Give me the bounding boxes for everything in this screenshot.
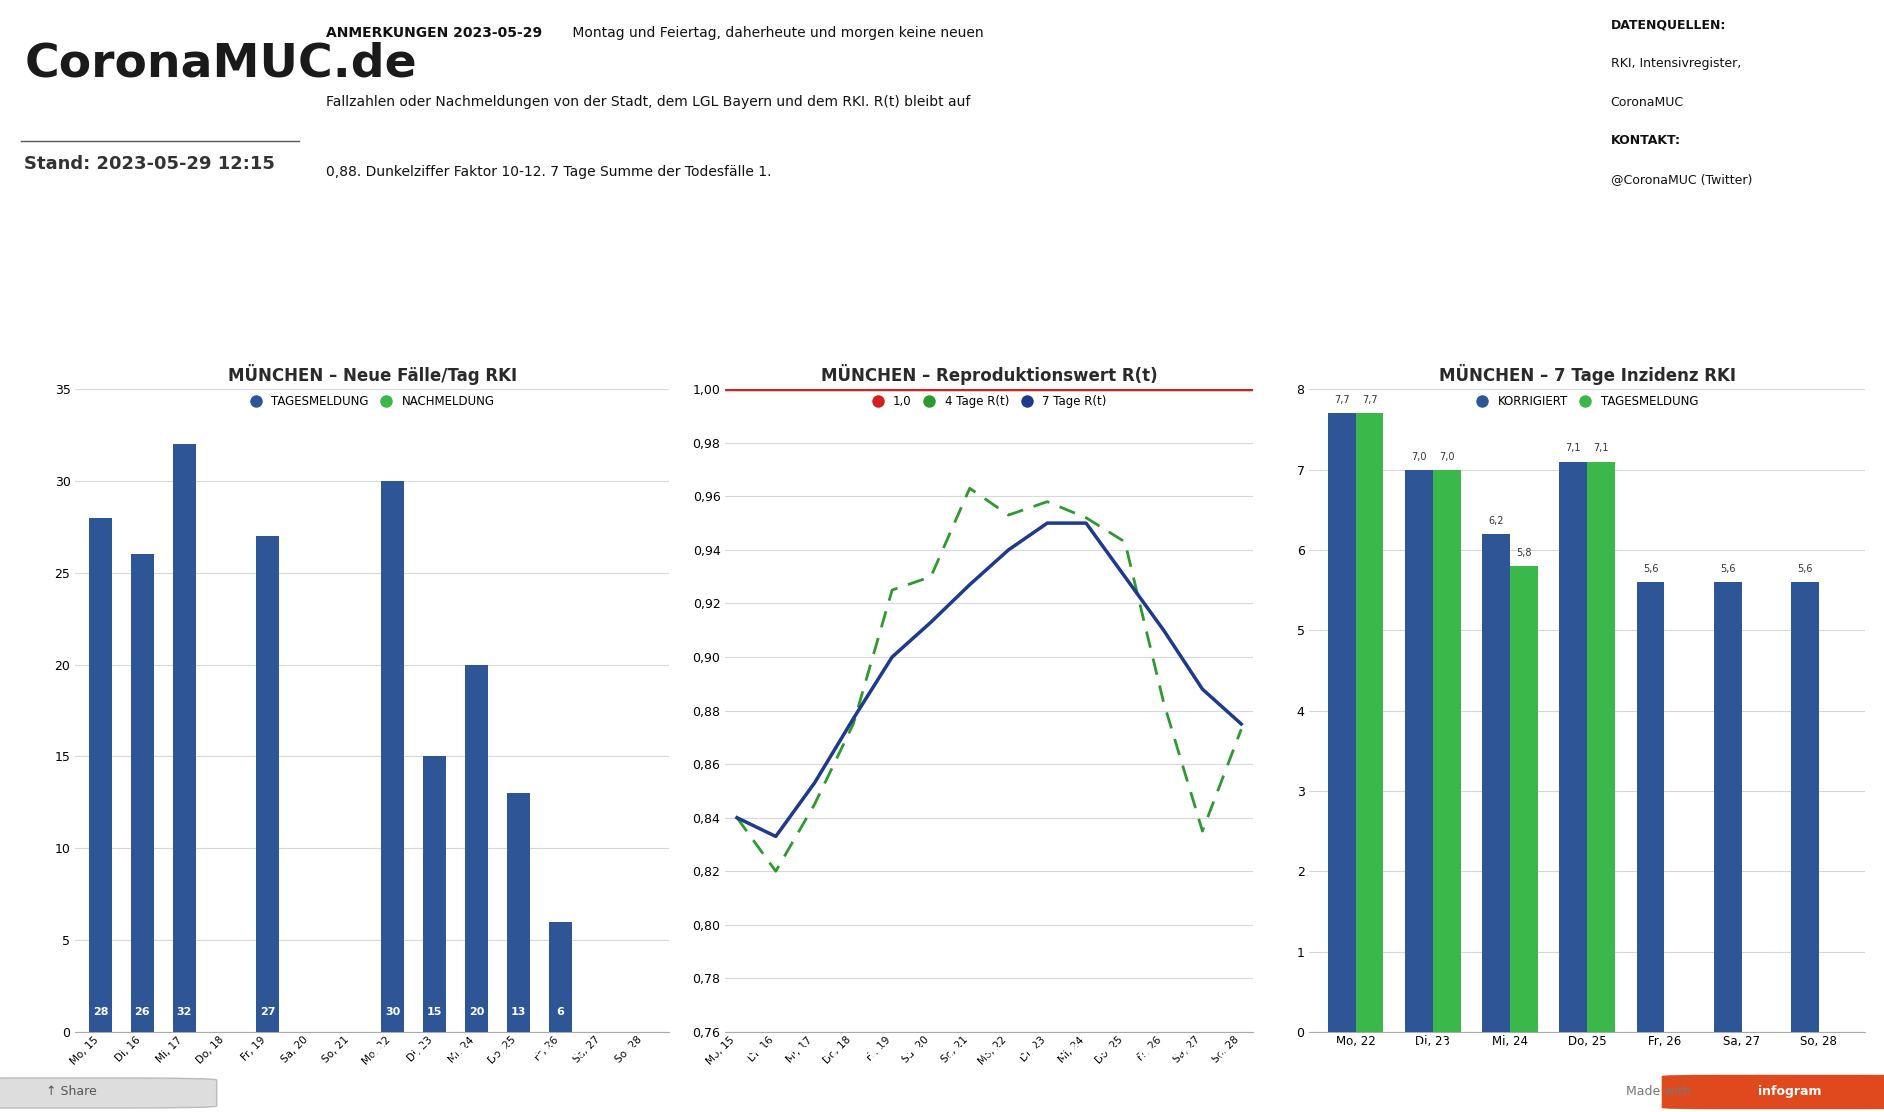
Text: k.A.: k.A. [433, 269, 518, 307]
Text: Di–Sa.*: Di–Sa.* [452, 356, 499, 369]
Text: * RKI Zahlen zu Inzidenz, Fallzahlen, Nachmeldungen und Todesfällen: Dienstag bi: * RKI Zahlen zu Inzidenz, Fallzahlen, Na… [358, 1043, 1526, 1061]
Bar [1356, 414, 1383, 1032]
Text: Täglich: Täglich [1074, 356, 1121, 369]
Text: 13: 13 [511, 1007, 526, 1017]
Text: DUNKELZIFFER FAKTOR: DUNKELZIFFER FAKTOR [1025, 236, 1170, 246]
Text: 5,6: 5,6 [1684, 269, 1754, 307]
Bar [424, 756, 447, 1032]
Title: MÜNCHEN – Reproduktionswert R(t): MÜNCHEN – Reproduktionswert R(t) [821, 364, 1157, 385]
Text: Made with: Made with [1626, 1085, 1690, 1099]
Text: MÜNCHEN    VERÄNDERUNG: MÜNCHEN VERÄNDERUNG [693, 331, 880, 345]
Text: Di–Sa.*: Di–Sa.* [1696, 340, 1743, 354]
Text: INTENSIVBETTENBELEGUNG: INTENSIVBETTENBELEGUNG [699, 236, 874, 246]
Bar [1405, 469, 1434, 1032]
Text: Täglich: Täglich [763, 356, 810, 369]
Text: 7,7: 7,7 [1334, 395, 1349, 405]
Text: 6,2: 6,2 [1488, 516, 1503, 526]
Bar [1434, 469, 1460, 1032]
Text: DATENQUELLEN:: DATENQUELLEN: [1611, 18, 1726, 31]
Bar [1560, 461, 1586, 1032]
Text: Stand: 2023-05-29 12:15: Stand: 2023-05-29 12:15 [24, 155, 275, 173]
Text: ANMERKUNGEN 2023-05-29: ANMERKUNGEN 2023-05-29 [326, 26, 543, 40]
Text: 30: 30 [386, 1007, 401, 1017]
Text: INZIDENZ RKI: INZIDENZ RKI [1677, 236, 1762, 246]
Bar [256, 536, 279, 1032]
Text: TODESFÄLLE: TODESFÄLLE [437, 236, 514, 246]
Text: 26: 26 [134, 1007, 151, 1017]
Bar [1483, 534, 1511, 1032]
Text: 7,1: 7,1 [1566, 444, 1581, 454]
Text: CoronaMUC.de: CoronaMUC.de [24, 41, 416, 86]
Text: KONTAKT:: KONTAKT: [1611, 135, 1681, 148]
Text: +/-0: +/-0 [814, 272, 891, 305]
FancyBboxPatch shape [1662, 1075, 1884, 1109]
Text: @CoronaMUC (Twitter): @CoronaMUC (Twitter) [1611, 173, 1752, 186]
Text: 7,0: 7,0 [1439, 451, 1454, 461]
Text: 6: 6 [556, 1007, 563, 1017]
Bar [1714, 582, 1741, 1032]
Text: Gesamt: 721.419: Gesamt: 721.419 [107, 331, 222, 345]
Text: 5,8: 5,8 [1517, 548, 1532, 558]
Text: infogram: infogram [1758, 1085, 1822, 1099]
Text: 5,6: 5,6 [1797, 564, 1812, 574]
Text: k.A.: k.A. [122, 269, 207, 307]
Title: MÜNCHEN – 7 Tage Inzidenz RKI: MÜNCHEN – 7 Tage Inzidenz RKI [1439, 364, 1735, 385]
Text: 5,6: 5,6 [1643, 564, 1658, 574]
Text: 10–12: 10–12 [1034, 269, 1161, 307]
Text: 32: 32 [177, 1007, 192, 1017]
FancyBboxPatch shape [0, 1078, 217, 1108]
Legend: 1,0, 4 Tage R(t), 7 Tage R(t): 1,0, 4 Tage R(t), 7 Tage R(t) [872, 395, 1106, 408]
Text: 28: 28 [92, 1007, 107, 1017]
Bar [1586, 461, 1615, 1032]
Title: MÜNCHEN – Neue Fälle/Tag RKI: MÜNCHEN – Neue Fälle/Tag RKI [228, 364, 516, 385]
Text: 7,1: 7,1 [1594, 444, 1609, 454]
Text: CoronaMUC: CoronaMUC [1611, 96, 1684, 109]
Bar [1637, 582, 1664, 1032]
Legend: KORRIGIERT, TAGESMELDUNG: KORRIGIERT, TAGESMELDUNG [1477, 395, 1697, 408]
Bar [507, 793, 529, 1032]
Bar [1328, 414, 1356, 1032]
Text: Di–Sa.*: Di–Sa.* [141, 356, 188, 369]
Text: REPRODUKTIONSWERT: REPRODUKTIONSWERT [1338, 236, 1479, 246]
Text: Täglich: Täglich [1385, 356, 1432, 369]
Bar [89, 518, 111, 1032]
Text: 0,88. Dunkelziffer Faktor 10-12. 7 Tage Summe der Todesfälle 1.: 0,88. Dunkelziffer Faktor 10-12. 7 Tage … [326, 165, 772, 179]
Bar [1511, 566, 1537, 1032]
Text: Quelle: CoronaMUC: Quelle: CoronaMUC [1343, 331, 1473, 345]
Text: BESTÄTIGTE FÄLLE: BESTÄTIGTE FÄLLE [107, 236, 222, 246]
Text: 5,6: 5,6 [1720, 564, 1735, 574]
Bar [173, 445, 196, 1032]
Bar [1792, 582, 1818, 1032]
Text: 9: 9 [714, 272, 737, 305]
Text: 20: 20 [469, 1007, 484, 1017]
Text: Gesamt: 2.640: Gesamt: 2.640 [428, 331, 524, 345]
Legend: TAGESMELDUNG, NACHMELDUNG: TAGESMELDUNG, NACHMELDUNG [251, 395, 494, 408]
Text: Fallzahlen oder Nachmeldungen von der Stadt, dem LGL Bayern und dem RKI. R(t) bl: Fallzahlen oder Nachmeldungen von der St… [326, 96, 970, 109]
Text: 7,0: 7,0 [1411, 451, 1426, 461]
Text: 15: 15 [428, 1007, 443, 1017]
Text: IFR/KH basiert: IFR/KH basiert [1049, 331, 1145, 345]
Bar [381, 481, 405, 1032]
Text: 0,88 ►: 0,88 ► [1340, 269, 1477, 307]
Bar [465, 665, 488, 1032]
Text: ↑ Share: ↑ Share [47, 1085, 96, 1099]
Text: RKI, Intensivregister,: RKI, Intensivregister, [1611, 57, 1741, 70]
Bar [130, 555, 154, 1032]
Text: Montag und Feiertag, daherheute und morgen keine neuen: Montag und Feiertag, daherheute und morg… [567, 26, 983, 40]
Bar [548, 922, 571, 1032]
Text: 27: 27 [260, 1007, 275, 1017]
Text: 7,7: 7,7 [1362, 395, 1377, 405]
